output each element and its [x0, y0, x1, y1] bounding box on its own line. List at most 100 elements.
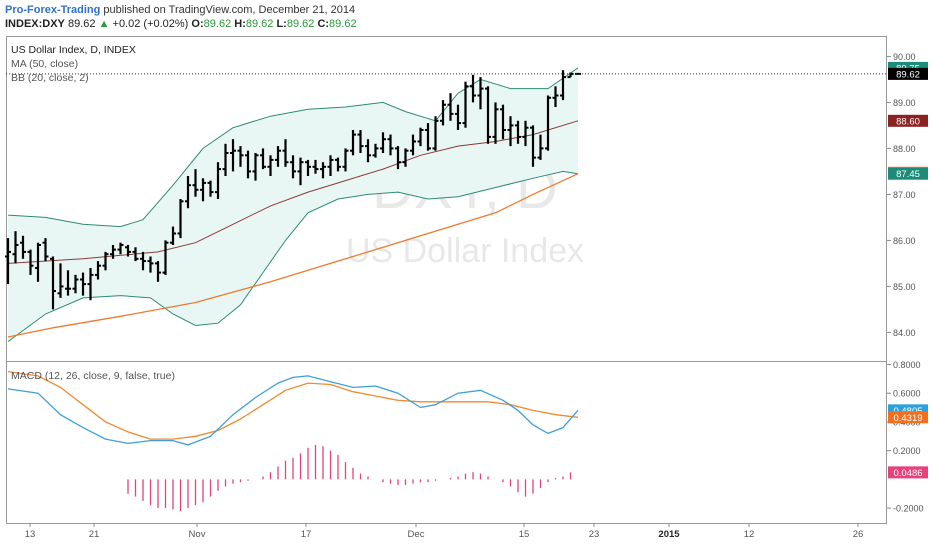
price-tag-label: 87.45: [896, 169, 920, 180]
price-tag-label: 88.60: [896, 116, 920, 127]
ohlc-bar: [297, 157, 304, 186]
symbol-name: INDEX:DXY: [5, 18, 65, 30]
ohlc-bar: [252, 153, 259, 181]
ohlc-bar: [552, 86, 559, 107]
bb-basis-line: [7, 120, 579, 264]
ohlc-bar: [162, 240, 169, 275]
low-label: L:: [276, 18, 287, 30]
ohlc-bar: [117, 242, 124, 255]
bb-lower-line: [7, 170, 579, 343]
ohlc-bar: [335, 157, 341, 172]
ohlc-bar: [380, 132, 386, 153]
ohlc-bar: [200, 178, 206, 202]
ohlc-bar: [132, 247, 139, 262]
price-axis[interactable]: 84.00 85.00 86.00 87.00 88.00 89.00 90.00: [887, 52, 916, 338]
ohlc-bar: [12, 231, 19, 264]
time-tick-label: 23: [589, 529, 600, 540]
ohlc-bar: [530, 125, 536, 167]
macd-tick-label: 0.2000: [893, 446, 921, 456]
open-value: 89.62: [203, 18, 232, 30]
time-tick-label: 13: [25, 529, 36, 540]
ohlc-bar: [350, 130, 356, 156]
ohlc-bar: [522, 120, 529, 147]
ohlc-bar: [515, 120, 521, 144]
ohlc-bar: [440, 100, 446, 126]
ohlc-bar: [560, 70, 566, 101]
price-tick-label: 87.00: [893, 190, 916, 200]
up-arrow-icon: ▲: [98, 18, 110, 30]
ohlc-bar: [485, 86, 491, 144]
ohlc-bar: [402, 148, 409, 167]
macd-tick-label: 0.6000: [893, 389, 921, 399]
ohlc-bar: [477, 77, 484, 110]
time-tick-label: 2015: [658, 529, 680, 540]
macd-lines: [7, 370, 579, 446]
ohlc-bar: [537, 134, 544, 160]
ohlc-bar: [57, 263, 64, 298]
ohlc-bars: [5, 70, 581, 310]
time-tick-label: 21: [89, 529, 100, 540]
macd-legend[interactable]: MACD (12, 26, close, 9, false, true): [11, 370, 175, 382]
ohlc-bar: [185, 176, 191, 209]
ohlc-bar: [102, 251, 109, 271]
ohlc-bar: [215, 162, 221, 199]
ma-legend[interactable]: MA (50, close): [11, 58, 79, 70]
close-value: 89.62: [329, 18, 357, 30]
ma50-line: [7, 173, 579, 338]
last-price: 89.62: [67, 18, 96, 30]
price-tick-label: 90.00: [893, 52, 916, 62]
price-tag-box: [888, 114, 928, 127]
ohlc-bar: [290, 155, 296, 179]
ohlc-bar: [447, 93, 454, 121]
ohlc-bar: [50, 256, 56, 310]
ohlc-bar: [282, 139, 289, 167]
ohlc-bar: [470, 74, 476, 103]
published-text: published on TradingView.com, December 2…: [103, 4, 356, 16]
time-tick-label: 17: [301, 529, 312, 540]
ohlc-bar: [20, 235, 26, 259]
publisher-name[interactable]: Pro-Forex-Trading: [5, 4, 101, 16]
ohlc-bar: [260, 148, 266, 170]
main-series-legend[interactable]: US Dollar Index, D, INDEX: [11, 44, 136, 56]
time-tick-label: 26: [853, 529, 864, 540]
ohlc-bar: [207, 180, 214, 197]
high-value: 89.62: [245, 18, 274, 30]
macd-tick-label: -0.2000: [893, 504, 924, 514]
close-label: C:: [317, 18, 330, 30]
ohlc-bar: [372, 143, 379, 158]
macd-tick-label: 0.8000: [893, 360, 921, 370]
ohlc-bar: [170, 226, 176, 245]
ohlc-bar: [237, 146, 244, 167]
price-tick-label: 86.00: [893, 236, 916, 246]
ohlc-bar: [125, 245, 131, 257]
moving-averages: [7, 120, 579, 338]
ohlc-bar: [72, 274, 79, 294]
ohlc-bar: [312, 159, 319, 174]
high-label: H:: [234, 18, 246, 30]
open-label: O:: [191, 18, 204, 30]
time-tick-label: Nov: [189, 529, 206, 540]
ohlc-bar: [230, 139, 236, 172]
price-tag-box: [888, 167, 928, 180]
ohlc-bar: [357, 130, 364, 153]
ohlc-bar: [65, 270, 71, 296]
bb-legend[interactable]: BB (20, close, 2): [11, 72, 89, 84]
publisher-line: Pro-Forex-Trading published on TradingVi…: [5, 4, 355, 16]
ohlc-bar: [507, 116, 514, 147]
macd-line: [7, 375, 579, 446]
ohlc-bar: [42, 238, 49, 262]
ohlc-bar: [140, 251, 146, 271]
time-axis[interactable]: 13 21 Nov 17 Dec 15 23 2015 12 26: [25, 523, 864, 540]
time-tick-label: 15: [519, 529, 530, 540]
ohlc-bar: [462, 81, 469, 128]
ohlc-bar: [192, 169, 199, 197]
ohlc-bar: [387, 134, 394, 156]
ohlc-bar: [410, 134, 416, 156]
ohlc-bar: [80, 272, 86, 296]
price-tick-label: 85.00: [893, 282, 916, 292]
ohlc-bar: [320, 162, 326, 179]
